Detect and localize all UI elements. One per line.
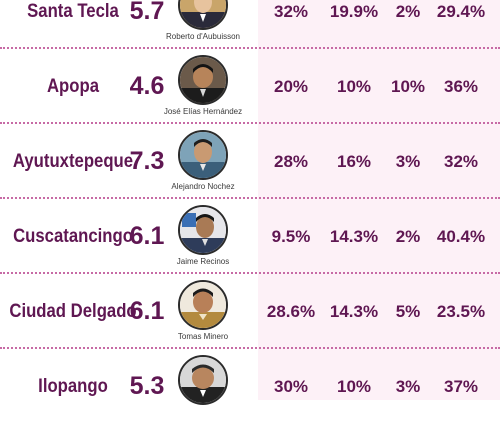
mayor-photo (178, 355, 228, 405)
table-row: Ciudad Delgado 6.1 Tomas Minero 28.6% 14… (0, 274, 500, 349)
mayor-photo (178, 0, 228, 30)
mayor-name: Tomas Minero (177, 332, 229, 341)
percentage-3: 2% (395, 1, 421, 21)
score: 5.3 (129, 372, 165, 400)
mayor-name: José Elías Hernández (163, 107, 243, 116)
percentage-2: 10% (336, 76, 372, 96)
percentage-1: 28.6% (266, 301, 316, 321)
percentage-3: 3% (395, 376, 421, 396)
percentage-2: 14.3% (329, 301, 379, 321)
percentage-3: 2% (395, 226, 421, 246)
table-row: Apopa 4.6 José Elías Hernández 20% 10% 1… (0, 49, 500, 124)
percentage-4: 32% (443, 151, 479, 171)
mayor-name: Roberto d'Aubuisson (165, 32, 241, 41)
percentage-1: 30% (273, 376, 309, 396)
row-divider (0, 272, 500, 274)
percentage-1: 20% (273, 76, 309, 96)
municipality-name: Ayutuxtepeque (12, 150, 134, 172)
percentage-4: 37% (443, 376, 479, 396)
percentage-4: 40.4% (436, 226, 486, 246)
score: 6.1 (129, 222, 165, 250)
score: 4.6 (129, 72, 165, 100)
mayor-name: Jaime Recinos (176, 257, 230, 266)
percentage-1: 32% (273, 1, 309, 21)
mayor-name: Alejandro Nochez (171, 182, 235, 191)
table-row: Ayutuxtepeque 7.3 Alejandro Nochez 28% 1… (0, 124, 500, 199)
mayor-photo (178, 55, 228, 105)
percentage-1: 9.5% (271, 226, 311, 246)
municipality-name: Ciudad Delgado (9, 300, 137, 322)
percentage-1: 28% (273, 151, 309, 171)
percentage-2: 10% (336, 376, 372, 396)
row-divider (0, 47, 500, 49)
percentage-3: 10% (390, 76, 426, 96)
row-divider (0, 347, 500, 349)
row-divider (0, 122, 500, 124)
score: 6.1 (129, 297, 165, 325)
row-divider (0, 197, 500, 199)
score: 5.7 (129, 0, 165, 25)
percentage-4: 23.5% (436, 301, 486, 321)
mayor-photo (178, 130, 228, 180)
percentage-2: 19.9% (329, 1, 379, 21)
mayor-photo (178, 205, 228, 255)
table-row: Santa Tecla 5.7 Roberto d'Aubuisson 32% … (0, 0, 500, 49)
table-row: Cuscatancingo 6.1 Jaime Recinos 9.5% 14.… (0, 199, 500, 274)
municipality-name: Apopa (46, 75, 100, 97)
score: 7.3 (129, 147, 165, 175)
percentage-4: 36% (443, 76, 479, 96)
mayor-photo (178, 280, 228, 330)
municipality-name: Santa Tecla (27, 0, 119, 22)
percentage-2: 16% (336, 151, 372, 171)
percentage-2: 14.3% (329, 226, 379, 246)
percentage-3: 3% (395, 151, 421, 171)
table-row: Ilopango 5.3 30% 10% 3% 37% (0, 349, 500, 424)
results-background (258, 0, 500, 400)
municipality-name: Cuscatancingo (13, 225, 133, 247)
municipality-name: Ilopango (38, 375, 108, 397)
percentage-4: 29.4% (436, 1, 486, 21)
percentage-3: 5% (395, 301, 421, 321)
